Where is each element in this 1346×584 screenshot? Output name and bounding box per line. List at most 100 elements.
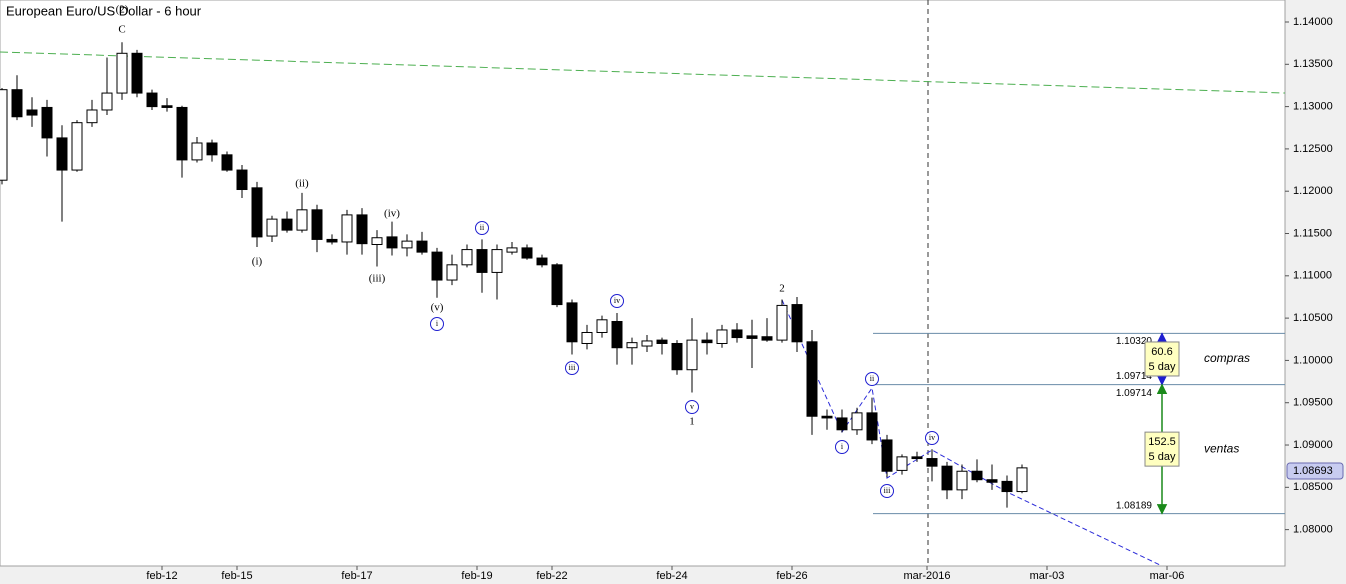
candle-body [11,89,23,118]
range-name: compras [1204,351,1250,365]
candle-body [776,304,788,341]
candle-body [806,341,818,417]
wave-label: (2) [116,4,129,16]
candle-body [0,89,8,181]
wave-label: 2 [779,283,785,295]
candle-body [656,339,668,344]
candle-body [356,214,368,245]
candle-body [581,331,593,344]
x-tick-label: mar-03 [1030,570,1065,582]
candle-body [851,412,863,431]
wave-label: (v) [431,302,444,314]
wave-label: ii [870,374,875,383]
y-tick-label: 1.12500 [1293,143,1333,155]
x-tick-label: feb-26 [776,570,807,582]
candle-body [461,249,473,266]
wave-label: i [841,442,844,451]
wave-label: 1 [689,416,695,428]
range-value: 60.6 [1151,346,1172,358]
candle-body [41,106,53,139]
candle-body [596,319,608,333]
candle-body [986,479,998,483]
candle-body [926,458,938,467]
candle-body [671,342,683,371]
level-label: 1.10320 [1116,336,1153,347]
last-price-label: 1.08693 [1293,465,1333,477]
candle-body [296,209,308,231]
x-tick-label: feb-15 [221,570,252,582]
wave-circle [685,400,699,414]
x-tick-label: feb-24 [656,570,687,582]
range-period: 5 day [1149,451,1176,463]
y-tick-label: 1.11000 [1293,270,1332,282]
y-tick-label: 1.09500 [1293,397,1333,409]
wave-circle [565,361,579,375]
wave-label: C [118,24,125,36]
candle-body [521,247,533,259]
wave-label: iii [884,486,891,495]
candle-body [821,415,833,419]
candle-body [206,142,218,156]
candle-body [416,240,428,253]
candle-body [311,209,323,240]
candle-body [911,456,923,460]
wave-label: v [690,402,694,411]
last-price-box [1286,462,1344,480]
candle-body [731,329,743,339]
candle-body [551,264,563,306]
candle-body [536,257,548,266]
candle-body [401,240,413,249]
x-tick-label: feb-19 [461,570,492,582]
candle-body [266,218,278,237]
candle-body [881,439,893,472]
candle-body [191,142,203,161]
x-tick-label: feb-17 [341,570,372,582]
wave-label: i [436,319,439,328]
wave-label: (i) [252,256,263,268]
wave-circle [865,372,879,386]
candle-body [26,109,38,116]
candle-body [56,137,68,171]
candle-body [956,470,968,491]
wave-circle [925,431,939,445]
y-tick-label: 1.08500 [1293,481,1333,493]
candle-body [161,105,173,108]
candle-body [446,264,458,281]
candle-body [221,154,233,171]
candle-body [326,238,338,243]
candle-body [701,339,713,344]
candle-body [176,106,188,161]
x-tick-label: mar-2016 [903,570,950,582]
y-tick-label: 1.13500 [1293,58,1333,70]
candle-body [491,249,503,273]
y-tick-label: 1.14000 [1293,16,1333,28]
candle-body [101,92,113,111]
y-tick-label: 1.11500 [1293,227,1332,239]
wave-label: ii [480,223,485,232]
y-tick-label: 1.08000 [1293,524,1333,536]
wave-circle [880,484,894,498]
plot-area [0,0,1286,567]
wave-label: iv [929,433,935,442]
candle-body [506,247,518,253]
x-tick-label: feb-12 [146,570,177,582]
wave-circle [610,294,624,308]
level-label: 1.09714 [1116,388,1153,399]
candle-body [341,214,353,243]
candle-body [86,109,98,124]
candle-body [761,336,773,341]
wave-label: iii [569,363,576,372]
range-period: 5 day [1149,361,1176,373]
candle-body [866,412,878,441]
candle-body [896,456,908,471]
candle-body [146,92,158,108]
range-name: ventas [1204,441,1239,455]
wave-label: (iii) [369,273,386,285]
y-tick-label: 1.13000 [1293,101,1333,113]
candle-body [836,417,848,431]
wave-label: (ii) [295,178,309,190]
candle-body [281,218,293,231]
y-tick-label: 1.12000 [1293,185,1333,197]
candle-body [686,339,698,371]
candle-body [626,342,638,349]
